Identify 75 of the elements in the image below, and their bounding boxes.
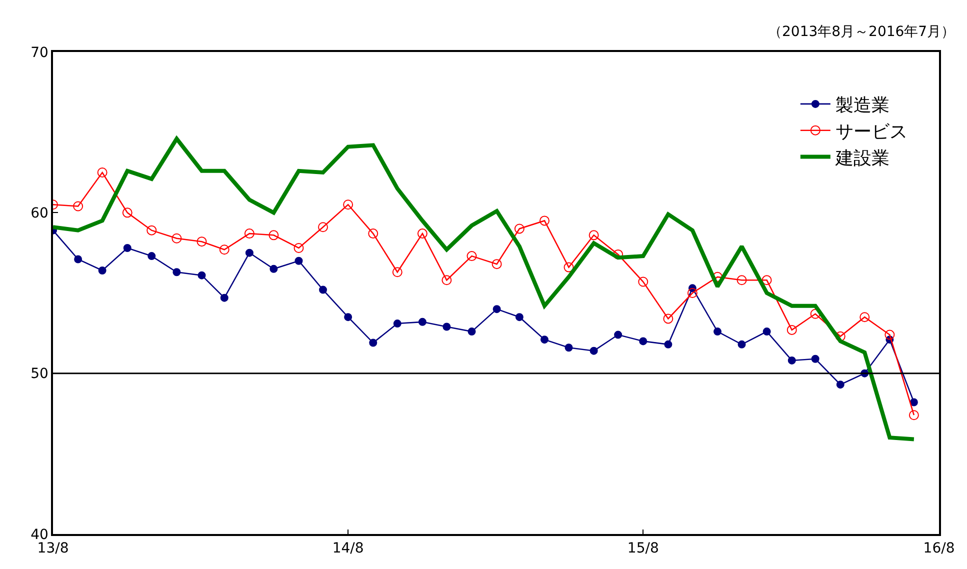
point — [738, 340, 746, 348]
point — [418, 318, 426, 326]
point — [368, 228, 378, 239]
point — [123, 244, 132, 252]
point — [220, 294, 228, 302]
point — [343, 200, 354, 210]
point — [786, 324, 797, 335]
y-tick-label: 50 — [30, 366, 48, 382]
point — [687, 288, 698, 298]
point — [270, 264, 278, 273]
point — [762, 275, 772, 286]
point — [468, 328, 476, 336]
point — [492, 259, 502, 270]
x-tick-label: 13/8 — [37, 540, 69, 557]
x-tick-label: 16/8 — [923, 540, 955, 557]
point — [294, 256, 303, 265]
point — [540, 216, 550, 226]
legend-label: 製造業 — [835, 94, 890, 116]
point — [172, 233, 182, 244]
point — [146, 225, 157, 236]
y-tick-label: 40 — [30, 526, 48, 543]
x-tick-label: 15/8 — [627, 540, 659, 557]
point — [884, 330, 895, 340]
point — [196, 236, 207, 247]
point — [736, 275, 747, 286]
point — [908, 410, 919, 420]
point — [564, 262, 574, 272]
point — [466, 251, 477, 262]
point — [98, 266, 106, 275]
point — [172, 268, 181, 276]
point — [244, 228, 254, 239]
point — [860, 312, 870, 322]
point — [714, 328, 722, 336]
legend-label: サービス — [835, 121, 908, 142]
point — [393, 320, 402, 328]
legend-label: 建設業 — [834, 148, 890, 169]
point — [122, 208, 132, 218]
text: （2013年8月～2016年7月） — [768, 24, 956, 40]
point — [442, 275, 452, 286]
point — [219, 244, 230, 255]
point — [811, 354, 820, 363]
point — [369, 338, 378, 347]
y-tick-label: 70 — [30, 44, 48, 61]
point — [492, 305, 501, 314]
point — [344, 313, 352, 322]
point — [590, 346, 598, 355]
point — [318, 222, 328, 232]
y-tick-label: 60 — [30, 206, 48, 222]
x-tick-label: 14/8 — [332, 540, 364, 557]
point — [294, 243, 304, 254]
point — [245, 248, 254, 257]
point — [836, 380, 844, 389]
point — [97, 168, 108, 178]
point — [564, 344, 573, 352]
point — [614, 330, 622, 339]
point — [638, 276, 648, 287]
point — [910, 398, 918, 406]
point — [268, 230, 279, 240]
point — [417, 228, 428, 239]
point — [639, 337, 648, 346]
point — [588, 230, 599, 240]
point — [762, 328, 771, 336]
point — [198, 271, 206, 280]
point — [442, 322, 451, 331]
point — [788, 356, 796, 364]
point — [515, 313, 524, 322]
point — [663, 314, 674, 324]
point — [319, 286, 327, 294]
point — [148, 252, 156, 260]
point — [514, 224, 524, 234]
point — [392, 267, 402, 278]
point — [664, 340, 672, 348]
point — [74, 255, 82, 264]
point — [540, 336, 548, 344]
point — [73, 201, 84, 212]
